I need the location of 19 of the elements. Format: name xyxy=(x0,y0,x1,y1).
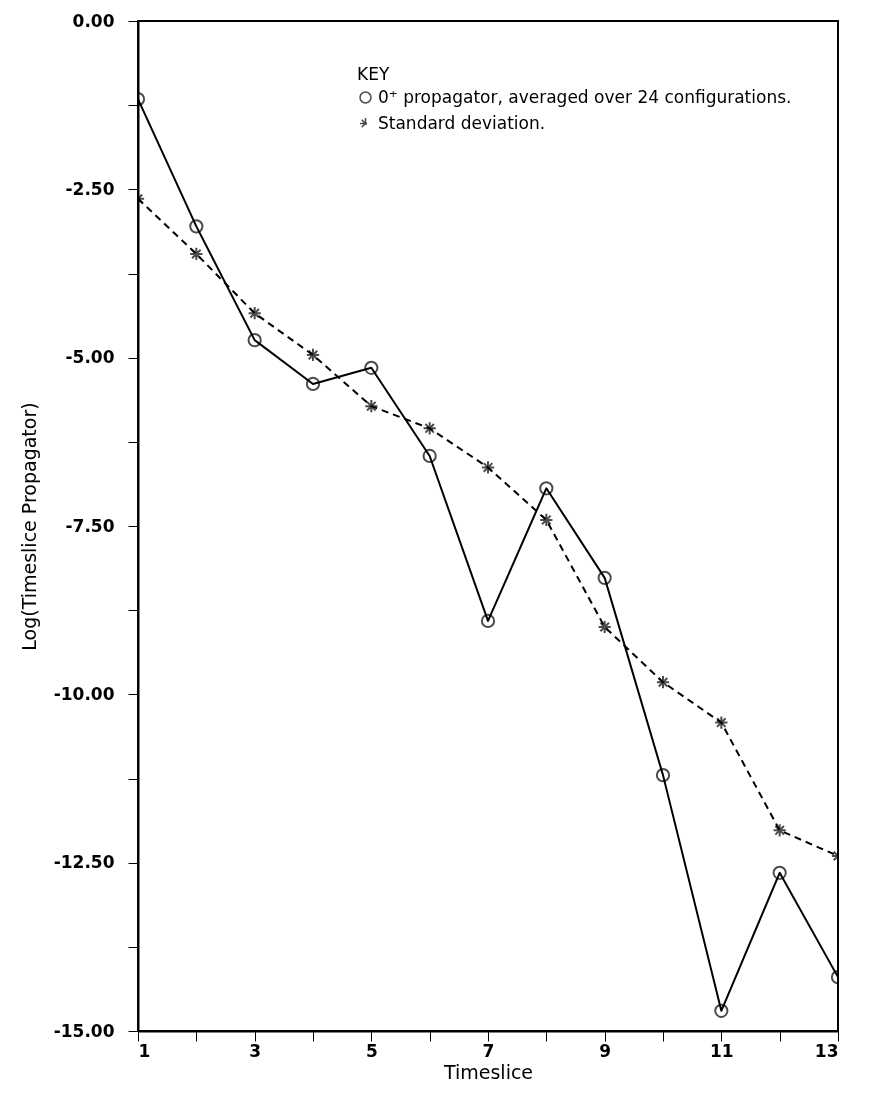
x-tick-label: 13 xyxy=(814,1040,839,1061)
x-tick-label: 11 xyxy=(710,1040,734,1061)
y-tick-label: -5.00 xyxy=(65,347,115,368)
x-tick-label: 5 xyxy=(365,1040,378,1061)
legend-title: KEY xyxy=(357,64,390,84)
y-tick-label: -15.00 xyxy=(53,1020,115,1041)
y-axis-title: Log(Timeslice Propagator) xyxy=(17,402,40,651)
legend-label: Standard deviation. xyxy=(378,112,546,133)
y-tick-label: 0.00 xyxy=(72,10,115,31)
y-tick-label: -2.50 xyxy=(65,178,115,199)
x-tick-label: 7 xyxy=(482,1040,495,1061)
x-tick-label: 3 xyxy=(249,1040,262,1061)
x-axis-title: Timeslice xyxy=(442,1060,534,1083)
legend-label: 0⁺ propagator, averaged over 24 configurations. xyxy=(378,86,792,107)
x-tick-label: 1 xyxy=(138,1040,151,1061)
y-tick-label: -12.50 xyxy=(53,852,115,873)
y-tick-label: -10.00 xyxy=(53,683,115,704)
y-tick-label: -7.50 xyxy=(65,515,115,536)
x-tick-label: 9 xyxy=(599,1040,612,1061)
